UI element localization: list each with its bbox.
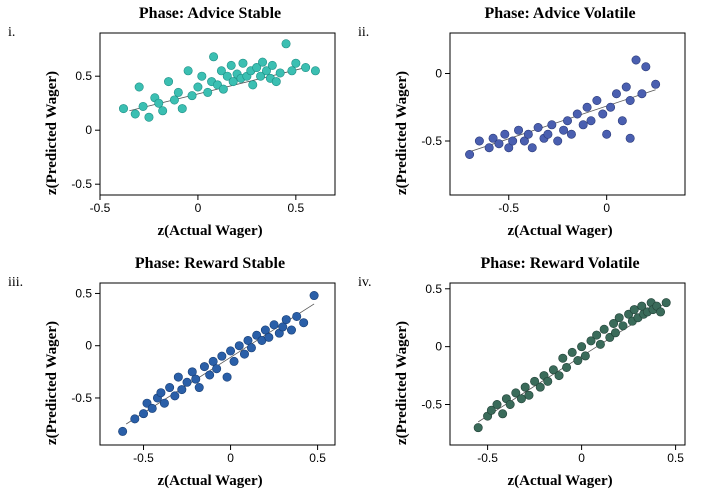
- svg-text:0: 0: [195, 201, 202, 215]
- svg-text:0.5: 0.5: [75, 69, 92, 83]
- svg-text:0: 0: [227, 451, 234, 465]
- panel-iv: iv.Phase: Reward Volatilez(Predicted Wag…: [380, 255, 700, 495]
- svg-text:-0.5: -0.5: [421, 398, 442, 412]
- svg-text:-0.5: -0.5: [477, 451, 498, 465]
- svg-text:0: 0: [578, 451, 585, 465]
- svg-text:0: 0: [603, 201, 610, 215]
- panel-ii: ii.Phase: Advice Volatilez(Predicted Wag…: [380, 5, 700, 245]
- svg-text:-0.5: -0.5: [498, 201, 519, 215]
- svg-text:0.5: 0.5: [309, 451, 326, 465]
- svg-text:-0.5: -0.5: [71, 391, 92, 405]
- figure-root: i.Phase: Advice Stablez(Predicted Wager)…: [0, 0, 702, 501]
- plot-svg-iii: -0.5 0 0.5 -0.5 0 0.5: [30, 255, 350, 495]
- panel-roman-ii: ii.: [358, 25, 369, 41]
- svg-text:0: 0: [435, 340, 442, 354]
- panel-iii: iii.Phase: Reward Stablez(Predicted Wage…: [30, 255, 350, 495]
- svg-text:-0.5: -0.5: [90, 201, 111, 215]
- plot-svg-iv: -0.5 0 0.5 -0.5 0 0.5: [380, 255, 700, 495]
- svg-text:0.5: 0.5: [75, 286, 92, 300]
- svg-text:0: 0: [85, 123, 92, 137]
- panel-i: i.Phase: Advice Stablez(Predicted Wager)…: [30, 5, 350, 245]
- panel-roman-i: i.: [8, 25, 15, 41]
- svg-text:-0.5: -0.5: [421, 134, 442, 148]
- panel-roman-iii: iii.: [8, 275, 23, 291]
- plot-svg-ii: -0.5 0 -0.5 0: [380, 5, 700, 245]
- plot-svg-i: -0.5 0 0.5 -0.5 0 0.5: [30, 5, 350, 245]
- svg-text:0: 0: [85, 339, 92, 353]
- svg-text:0.5: 0.5: [425, 282, 442, 296]
- svg-text:-0.5: -0.5: [133, 451, 154, 465]
- svg-text:0: 0: [435, 67, 442, 81]
- svg-text:0.5: 0.5: [287, 201, 304, 215]
- svg-text:0.5: 0.5: [667, 451, 684, 465]
- svg-text:-0.5: -0.5: [71, 177, 92, 191]
- panel-roman-iv: iv.: [358, 275, 371, 291]
